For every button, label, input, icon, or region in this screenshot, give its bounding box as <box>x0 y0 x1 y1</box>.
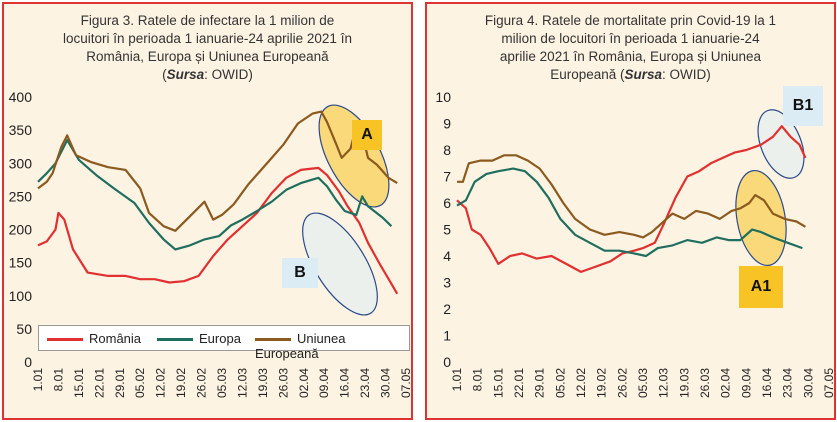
y-tick-label: 2 <box>443 301 451 317</box>
legend-item-romania: România <box>47 331 141 346</box>
y-tick-label: 400 <box>9 89 33 105</box>
x-tick-label: 02.04 <box>719 368 733 398</box>
legend-label: Europa <box>199 331 241 346</box>
x-tick-label: 02.04 <box>297 368 311 398</box>
y-tick-label: 8 <box>443 142 451 158</box>
x-tick-label: 16.04 <box>760 368 774 398</box>
y-tick-label: 10 <box>435 89 451 105</box>
x-tick-label: 8.01 <box>51 368 65 392</box>
y-tick-label: 50 <box>16 321 32 337</box>
legend-label: România <box>89 331 142 346</box>
x-tick-label: 19.03 <box>256 368 270 398</box>
y-tick-label: 7 <box>443 169 451 185</box>
source-line: Europeană (Sursa: OWID) <box>550 67 711 82</box>
chart-title: Figura 4. Ratele de mortalitate prin Cov… <box>427 12 834 84</box>
y-tick-label: 250 <box>9 188 33 204</box>
x-tick-label: 30.04 <box>801 368 815 398</box>
y-tick-label: 6 <box>443 195 451 211</box>
x-tick-label: 29.01 <box>533 368 547 398</box>
y-tick-label: 1 <box>443 328 451 344</box>
series-line-europa <box>37 139 393 251</box>
x-tick-label: 05.02 <box>133 368 147 398</box>
x-tick-label: 26.03 <box>698 368 712 398</box>
chart-legend: România Europa Uniunea Europeană <box>38 325 410 361</box>
y-tick-label: 3 <box>443 275 451 291</box>
title-line: Figura 3. Ratele de infectare la 1 milio… <box>80 13 335 28</box>
callout-a: A <box>352 120 382 150</box>
x-tick-label: 09.04 <box>739 368 753 398</box>
callout-b: B <box>282 258 318 288</box>
legend-item-ue: Uniunea Europeană <box>255 331 409 361</box>
x-tick-label: 30.04 <box>379 368 393 398</box>
mortality-chart-svg: 0 1 2 3 4 5 6 7 8 9 10 1.01 8.01 15.01 22.01 29.01 05.02… <box>435 89 834 398</box>
series-line-romania <box>456 125 807 273</box>
x-tick-label: 23.04 <box>781 368 795 398</box>
legend-label: Uniunea Europeană <box>255 331 346 361</box>
x-tick-label: 09.04 <box>317 368 331 398</box>
legend-swatch <box>157 338 193 342</box>
x-tick-label: 07.05 <box>399 368 411 398</box>
x-tick-label: 1.01 <box>31 368 45 392</box>
x-tick-label: 12.02 <box>574 368 588 398</box>
x-tick-label: 23.04 <box>358 368 372 398</box>
title-line: milion de locuitori în perioada 1 ianuar… <box>501 31 760 46</box>
callout-b1: B1 <box>783 86 823 126</box>
y-tick-label: 100 <box>9 288 33 304</box>
legend-item-europa: Europa <box>157 331 241 346</box>
chart-panel-infection: 0 50 100 150 200 250 300 350 400 1.01 8.01 15.01 22.… <box>2 2 413 420</box>
x-tick-label: 22.01 <box>512 368 526 398</box>
y-tick-label: 200 <box>9 222 33 238</box>
title-line: aprilie 2021 în România, Europa și Uniun… <box>499 49 762 64</box>
y-tick-label: 150 <box>9 255 33 271</box>
title-line: locuitori în perioada 1 ianuarie-24 apri… <box>63 31 352 46</box>
x-tick-label: 26.02 <box>615 368 629 398</box>
series-line-romania <box>37 166 399 295</box>
x-tick-label: 8.01 <box>471 368 485 392</box>
y-tick-label: 9 <box>443 116 451 132</box>
x-tick-label: 12.03 <box>657 368 671 398</box>
x-tick-label: 19.02 <box>174 368 188 398</box>
x-tick-label: 05.03 <box>636 368 650 398</box>
x-tick-label: 12.03 <box>235 368 249 398</box>
x-tick-label: 05.02 <box>553 368 567 398</box>
y-tick-label: 300 <box>9 155 33 171</box>
series-line-ue <box>457 154 806 239</box>
y-tick-label: 4 <box>443 248 451 264</box>
chart-panel-mortality: 0 1 2 3 4 5 6 7 8 9 10 1.01 8.01 15.01 22.01 29.01 05.02… <box>425 2 836 420</box>
source-line: (Sursa: OWID) <box>162 67 253 82</box>
x-tick-label: 07.05 <box>822 368 834 398</box>
highlight-ellipse-b1 <box>757 109 805 179</box>
infection-chart-svg: 0 50 100 150 200 250 300 350 400 1.01 8.01 15.01 22.… <box>9 89 411 398</box>
y-tick-label: 350 <box>9 122 33 138</box>
y-tick-label: 5 <box>443 222 451 238</box>
x-tick-label: 19.03 <box>677 368 691 398</box>
x-tick-label: 15.01 <box>72 368 86 398</box>
legend-swatch <box>47 338 83 342</box>
title-line: România, Europa și Uniunea Europeană <box>86 49 329 64</box>
x-tick-label: 16.04 <box>338 368 352 398</box>
x-tick-label: 29.01 <box>113 368 127 398</box>
y-tick-label: 0 <box>24 354 32 370</box>
chart-title: Figura 3. Ratele de infectare la 1 milio… <box>4 12 411 84</box>
x-tick-label: 05.03 <box>215 368 229 398</box>
callout-a1: A1 <box>739 266 783 308</box>
title-line: Figura 4. Ratele de mortalitate prin Cov… <box>484 13 777 28</box>
series-line-europa <box>456 167 803 258</box>
y-tick-label: 0 <box>443 354 451 370</box>
x-tick-label: 1.01 <box>450 368 464 392</box>
x-tick-label: 12.02 <box>154 368 168 398</box>
x-tick-label: 22.01 <box>92 368 106 398</box>
x-tick-label: 15.01 <box>491 368 505 398</box>
legend-swatch <box>255 338 291 342</box>
highlight-ellipse-b <box>302 212 378 316</box>
x-tick-label: 26.03 <box>276 368 290 398</box>
x-tick-label: 19.02 <box>595 368 609 398</box>
highlight-ellipse-a1 <box>735 169 787 267</box>
x-tick-label: 26.02 <box>195 368 209 398</box>
